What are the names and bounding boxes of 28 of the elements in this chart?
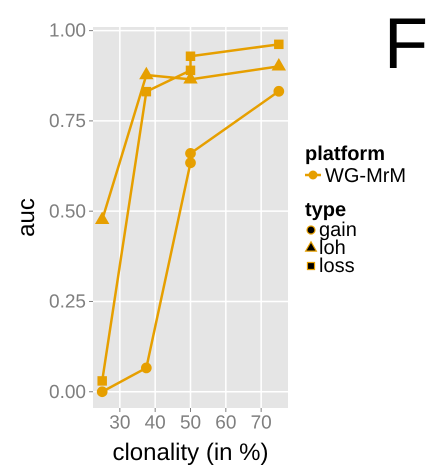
x-tick-label: 60 (215, 412, 236, 434)
x-tick-label: 30 (109, 412, 130, 434)
text: platform (305, 143, 385, 165)
y-tick-label: 0.75 (49, 110, 86, 132)
legend-title: type (305, 199, 346, 221)
point (273, 86, 284, 97)
legend-label: loss (319, 255, 355, 277)
y-tick-label: 0.25 (49, 292, 86, 313)
y-tick-label: 1.00 (49, 20, 86, 42)
point (274, 40, 284, 50)
text: F (384, 4, 428, 84)
x-tick-label: 50 (180, 412, 202, 434)
point (185, 157, 196, 168)
point (186, 52, 196, 61)
point (97, 376, 107, 386)
text: WG-MrM (325, 165, 406, 187)
x-axis-title: clonality (in %) (112, 439, 269, 466)
point (140, 362, 152, 374)
y-tick-label: 0.50 (49, 201, 86, 222)
point (185, 148, 196, 159)
legend-label: gain (319, 219, 357, 241)
x-tick-label: 70 (250, 412, 272, 434)
point (96, 386, 108, 398)
point (142, 86, 152, 96)
y-axis-title: auc (13, 198, 40, 237)
y-tick-label: 0.00 (49, 382, 86, 403)
point (186, 66, 196, 76)
x-tick-label: 40 (144, 412, 166, 434)
